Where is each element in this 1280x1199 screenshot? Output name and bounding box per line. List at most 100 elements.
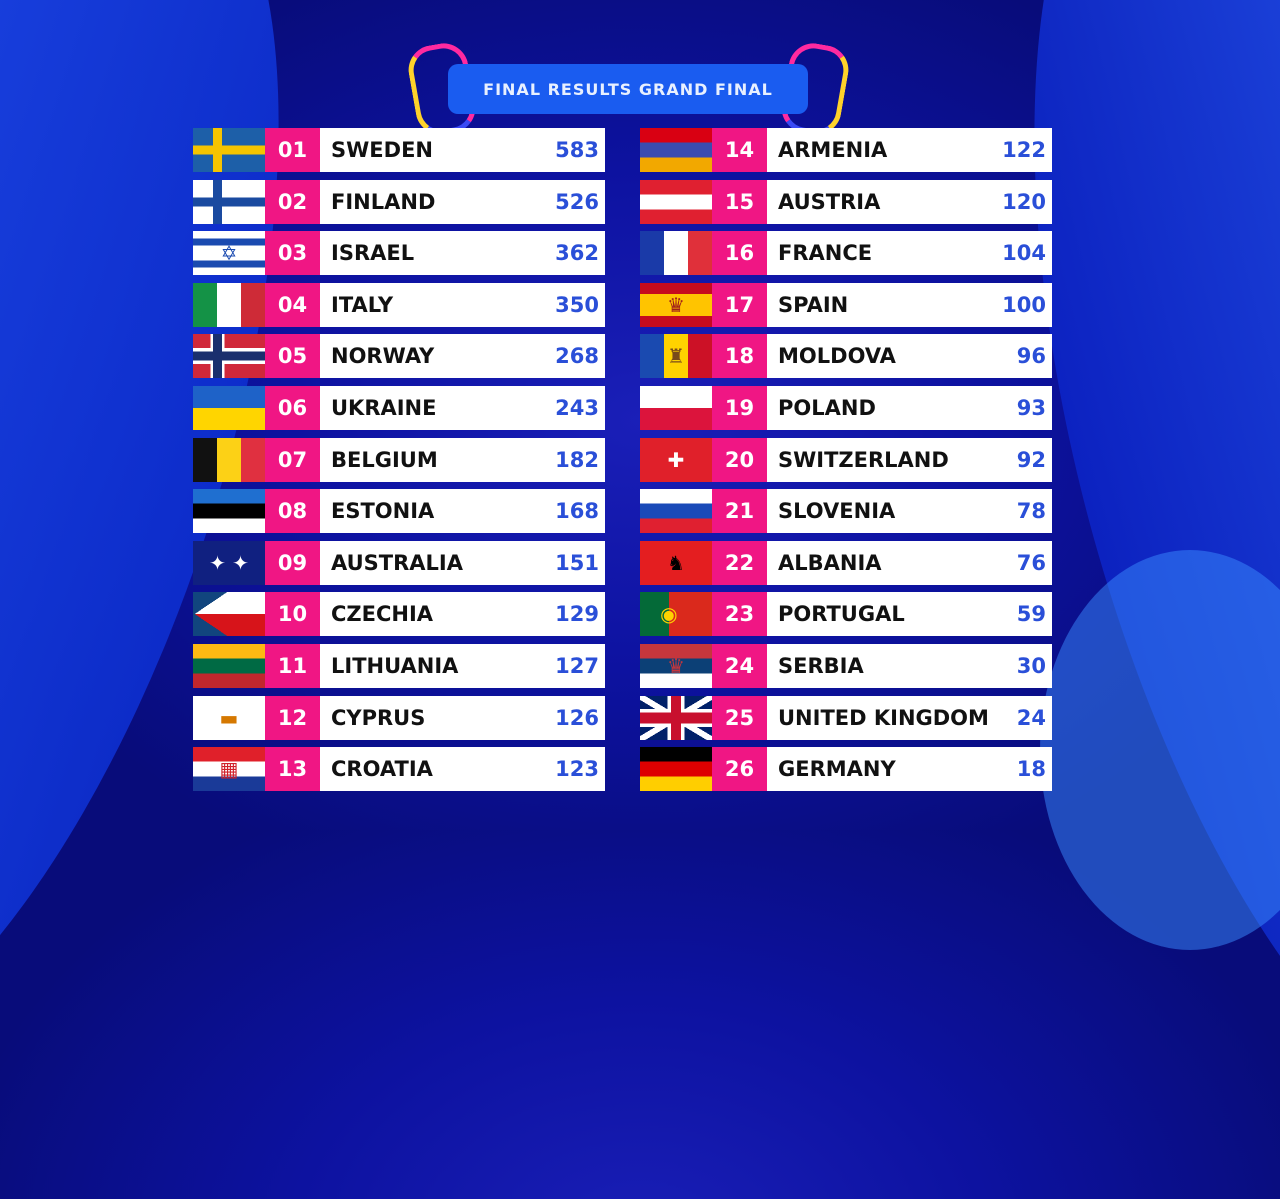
result-row: 04 ITALY 350 xyxy=(193,282,605,327)
rank: 01 xyxy=(265,128,320,172)
country-cell: PORTUGAL 59 xyxy=(767,592,1052,637)
country-cell: POLAND 93 xyxy=(767,386,1052,430)
points: 100 xyxy=(1002,292,1046,317)
rank: 02 xyxy=(265,179,320,224)
rank: 18 xyxy=(712,334,767,379)
result-row: ♛ 24 SERBIA 30 xyxy=(640,644,1052,688)
points: 127 xyxy=(555,654,599,678)
flag-emblem-icon: ✦ ✦ xyxy=(209,550,249,575)
country-name: BELGIUM xyxy=(331,447,438,472)
country-name: SPAIN xyxy=(778,292,849,317)
points: 122 xyxy=(1002,138,1046,162)
country-cell: AUSTRIA 120 xyxy=(767,179,1052,224)
country-name: CROATIA xyxy=(331,757,433,782)
flag-icon: ✡ xyxy=(193,231,265,276)
rank: 04 xyxy=(265,282,320,327)
rank: 26 xyxy=(712,747,767,792)
rank: 09 xyxy=(265,540,320,585)
country-cell: GERMANY 18 xyxy=(767,747,1052,792)
result-row: 11 LITHUANIA 127 xyxy=(193,644,605,688)
result-row: ▬ 12 CYPRUS 126 xyxy=(193,695,605,740)
points: 151 xyxy=(555,550,599,575)
country-name: ISRAEL xyxy=(331,241,415,266)
country-name: SERBIA xyxy=(778,654,864,678)
rank: 12 xyxy=(265,695,320,740)
flag-icon xyxy=(640,489,712,534)
rank: 19 xyxy=(712,386,767,430)
rank: 06 xyxy=(265,386,320,430)
flag-icon: ✦ ✦ xyxy=(193,540,265,585)
country-name: CYPRUS xyxy=(331,705,426,730)
background-swoosh xyxy=(1040,550,1280,950)
country-name: LITHUANIA xyxy=(331,654,459,678)
flag-emblem-icon: ♛ xyxy=(667,292,685,317)
country-name: ALBANIA xyxy=(778,550,882,575)
points: 268 xyxy=(555,344,599,369)
flag-emblem-icon: ♞ xyxy=(667,550,685,575)
country-cell: ARMENIA 122 xyxy=(767,128,1052,172)
flag-icon xyxy=(193,644,265,688)
points: 78 xyxy=(1016,499,1046,524)
country-name: SWEDEN xyxy=(331,138,433,162)
points: 123 xyxy=(555,757,599,782)
country-cell: FINLAND 526 xyxy=(320,179,605,224)
flag-icon xyxy=(640,128,712,172)
result-row: 26 GERMANY 18 xyxy=(640,747,1052,792)
rank: 23 xyxy=(712,592,767,637)
flag-icon: ✚ xyxy=(640,437,712,482)
flag-icon: ♛ xyxy=(640,282,712,327)
country-name: SWITZERLAND xyxy=(778,447,949,472)
country-name: CZECHIA xyxy=(331,602,434,627)
points: 168 xyxy=(555,499,599,524)
results-banner: FINAL RESULTS GRAND FINAL xyxy=(448,64,808,114)
flag-emblem-icon: ▦ xyxy=(219,757,239,782)
rank: 07 xyxy=(265,437,320,482)
flag-icon xyxy=(193,128,265,172)
country-cell: SLOVENIA 78 xyxy=(767,489,1052,534)
flag-emblem-icon: ◉ xyxy=(660,602,678,627)
points: 182 xyxy=(555,447,599,472)
flag-icon xyxy=(193,386,265,430)
result-row: 05 NORWAY 268 xyxy=(193,334,605,379)
points: 129 xyxy=(555,602,599,627)
country-cell: LITHUANIA 127 xyxy=(320,644,605,688)
points: 92 xyxy=(1016,447,1046,472)
rank: 15 xyxy=(712,179,767,224)
flag-icon xyxy=(193,179,265,224)
result-row: ✡ 03 ISRAEL 362 xyxy=(193,231,605,276)
flag-icon xyxy=(640,179,712,224)
country-cell: AUSTRALIA 151 xyxy=(320,540,605,585)
flag-icon xyxy=(193,282,265,327)
points: 362 xyxy=(555,241,599,266)
rank: 21 xyxy=(712,489,767,534)
result-row: 15 AUSTRIA 120 xyxy=(640,179,1052,224)
result-row: 08 ESTONIA 168 xyxy=(193,489,605,534)
country-cell: CYPRUS 126 xyxy=(320,695,605,740)
flag-icon xyxy=(193,489,265,534)
flag-icon: ♜ xyxy=(640,334,712,379)
points: 243 xyxy=(555,396,599,420)
result-row: ♛ 17 SPAIN 100 xyxy=(640,282,1052,327)
rank: 10 xyxy=(265,592,320,637)
flag-icon xyxy=(640,695,712,740)
flag-icon xyxy=(640,386,712,430)
country-cell: BELGIUM 182 xyxy=(320,437,605,482)
country-name: FINLAND xyxy=(331,189,436,214)
country-name: AUSTRALIA xyxy=(331,550,463,575)
country-name: ITALY xyxy=(331,292,394,317)
flag-icon: ▬ xyxy=(193,695,265,740)
country-cell: SPAIN 100 xyxy=(767,282,1052,327)
country-cell: CZECHIA 129 xyxy=(320,592,605,637)
result-row: ✦ ✦ 09 AUSTRALIA 151 xyxy=(193,540,605,585)
result-row: ♞ 22 ALBANIA 76 xyxy=(640,540,1052,585)
rank: 17 xyxy=(712,282,767,327)
country-cell: UNITED KINGDOM 24 xyxy=(767,695,1052,740)
rank: 08 xyxy=(265,489,320,534)
result-row: 07 BELGIUM 182 xyxy=(193,437,605,482)
points: 76 xyxy=(1016,550,1046,575)
flag-emblem-icon: ✚ xyxy=(667,447,685,472)
result-row: 19 POLAND 93 xyxy=(640,386,1052,430)
flag-icon xyxy=(193,437,265,482)
country-cell: MOLDOVA 96 xyxy=(767,334,1052,379)
flag-icon xyxy=(640,231,712,276)
